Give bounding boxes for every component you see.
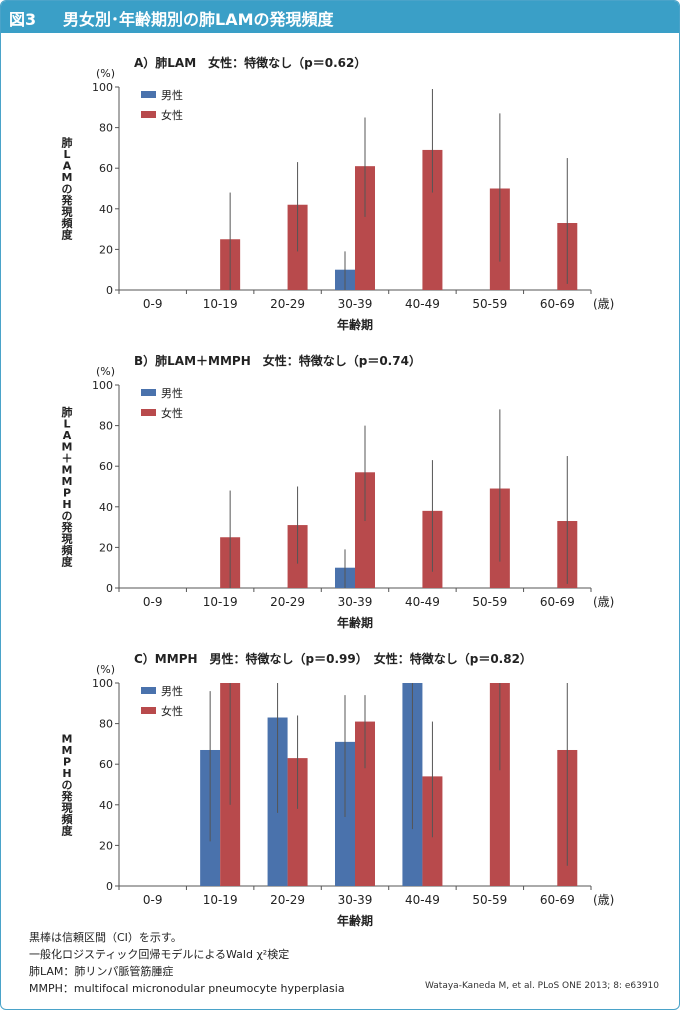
x-unit-label: (歳) (593, 893, 614, 907)
y-tick-label: 40 (99, 799, 113, 812)
chart-title: B）肺LAM＋MMPH 女性：特徴なし（p＝0.74） (134, 353, 421, 368)
y-tick-label: 0 (106, 582, 113, 595)
x-tick-label: 40-49 (405, 297, 440, 311)
y-tick-label: 60 (99, 460, 113, 473)
x-unit-label: (歳) (593, 297, 614, 311)
legend-label-female: 女性 (161, 108, 183, 122)
y-axis-title: M M P H の発現頻度 (61, 733, 74, 838)
y-tick-label: 20 (99, 243, 113, 256)
y-tick-label: 40 (99, 501, 113, 514)
y-tick-label: 60 (99, 162, 113, 175)
x-tick-label: 20-29 (270, 893, 305, 907)
legend-label-male: 男性 (161, 386, 183, 400)
x-tick-label: 10-19 (203, 595, 238, 609)
legend-label-male: 男性 (161, 88, 183, 102)
x-tick-label: 50-59 (472, 595, 507, 609)
y-unit-label: (%) (96, 365, 115, 378)
x-unit-label: (歳) (593, 595, 614, 609)
footnote-test: 一般化ロジスティック回帰モデルによるWald χ²検定 (29, 948, 290, 961)
legend-swatch-female (141, 707, 156, 714)
bar-female (287, 758, 308, 886)
legend-swatch-male (141, 91, 156, 98)
x-tick-label: 30-39 (338, 297, 373, 311)
bar-female (355, 166, 375, 290)
y-tick-label: 40 (99, 203, 113, 216)
chart-c: C）MMPH 男性：特徴なし（p＝0.99） 女性：特徴なし（p＝0.82） (%… (61, 651, 615, 928)
x-tick-label: 60-69 (540, 297, 575, 311)
y-tick-label: 20 (99, 839, 113, 852)
citation: Wataya-Kaneda M, et al. PLoS ONE 2013; 8… (424, 981, 659, 991)
y-tick-label: 80 (99, 122, 113, 135)
y-tick-label: 20 (99, 541, 113, 554)
y-unit-label: (%) (96, 67, 115, 80)
chart-b: B）肺LAM＋MMPH 女性：特徴なし（p＝0.74） (%) 0 20 40 60 80 1… (61, 353, 615, 630)
x-axis-title: 年齢期 (337, 913, 373, 928)
x-tick-label: 10-19 (203, 893, 238, 907)
x-axis-title: 年齢期 (337, 615, 373, 630)
legend-label-female: 女性 (161, 704, 183, 718)
x-tick-label: 0-9 (143, 297, 163, 311)
footnote-mmph: MMPH：multifocal micronodular pneumocyte … (29, 982, 345, 995)
y-tick-label: 100 (92, 379, 113, 392)
legend-label-female: 女性 (161, 406, 183, 420)
bar-female (489, 683, 510, 886)
footnotes: 黒棒は信頼区間（CI）を示す。 一般化ロジスティック回帰モデルによるWald χ… (29, 929, 345, 997)
y-tick-label: 0 (106, 880, 113, 893)
legend-swatch-female (141, 409, 156, 416)
x-tick-label: 20-29 (270, 297, 305, 311)
y-axis-title: 肺 L A M の発現頻度 (61, 136, 74, 242)
x-tick-label: 10-19 (203, 297, 238, 311)
legend-swatch-male (141, 687, 156, 694)
x-tick-label: 40-49 (405, 595, 440, 609)
y-unit-label: (%) (96, 663, 115, 676)
legend-swatch-male (141, 389, 156, 396)
bar-female (355, 721, 375, 886)
y-tick-label: 100 (92, 677, 113, 690)
y-tick-label: 100 (92, 81, 113, 94)
chart-title: C）MMPH 男性：特徴なし（p＝0.99） 女性：特徴なし（p＝0.82） (134, 651, 532, 666)
y-tick-label: 80 (99, 718, 113, 731)
y-tick-label: 80 (99, 420, 113, 433)
x-tick-label: 60-69 (540, 595, 575, 609)
x-tick-label: 50-59 (472, 297, 507, 311)
bar-female (355, 472, 375, 588)
x-tick-label: 20-29 (270, 595, 305, 609)
y-tick-label: 0 (106, 284, 113, 297)
figure-header: 図3 男女別･年齢期別の肺LAMの発現頻度 (1, 1, 679, 33)
footnote-lam: 肺LAM：肺リンパ脈管筋腫症 (29, 965, 174, 978)
x-tick-label: 0-9 (143, 893, 163, 907)
footnote-ci: 黒棒は信頼区間（CI）を示す。 (29, 931, 182, 944)
legend-swatch-female (141, 111, 156, 118)
x-axis-title: 年齢期 (337, 317, 373, 332)
x-tick-label: 30-39 (338, 893, 373, 907)
x-tick-label: 30-39 (338, 595, 373, 609)
legend-label-male: 男性 (161, 684, 183, 698)
figure-title: 男女別･年齢期別の肺LAMの発現頻度 (63, 10, 334, 29)
x-tick-label: 0-9 (143, 595, 163, 609)
x-tick-label: 50-59 (472, 893, 507, 907)
x-tick-label: 40-49 (405, 893, 440, 907)
figure-label: 図3 (9, 10, 37, 29)
y-tick-label: 60 (99, 758, 113, 771)
chart-title: A）肺LAM 女性：特徴なし（p＝0.62） (134, 55, 366, 70)
chart-a: A）肺LAM 女性：特徴なし（p＝0.62） (%) 0 20 40 60 80 100 0-9… (61, 55, 615, 332)
x-tick-label: 60-69 (540, 893, 575, 907)
y-axis-title: 肺 L A M ＋ M M P H の発現頻度 (61, 405, 74, 569)
bar-female (422, 149, 443, 290)
